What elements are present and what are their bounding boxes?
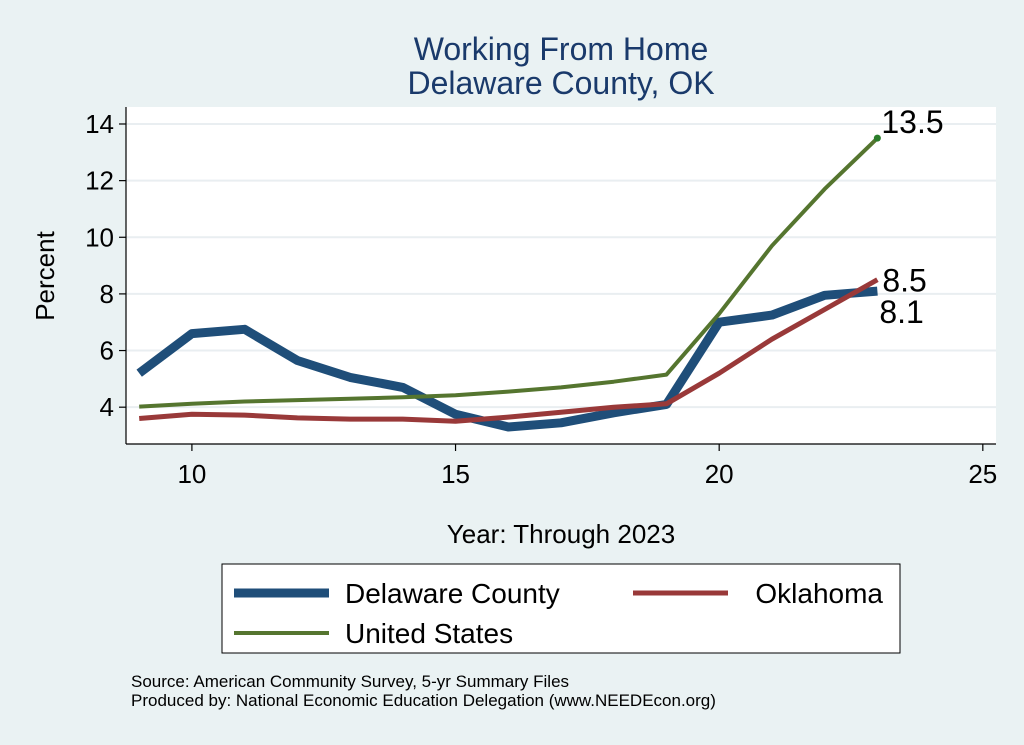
series-line-oklahoma <box>139 277 879 424</box>
legend-label-united-states: United States <box>345 618 513 649</box>
x-tick-label: 15 <box>441 459 470 489</box>
axes: 4 6 8 10 12 14 10 15 20 25 <box>85 107 997 489</box>
legend-label-delaware-county: Delaware County <box>345 578 560 609</box>
series-end-marker <box>873 134 881 142</box>
series-lines <box>136 134 881 432</box>
chart-title: Working From Home <box>414 31 709 67</box>
y-tick-label: 12 <box>85 166 114 196</box>
end-label-delaware-county: 8.1 <box>879 294 923 330</box>
series-line-united-states <box>139 136 879 409</box>
legend-box <box>221 563 901 654</box>
series-line-delaware-county <box>136 286 878 432</box>
grid-lines <box>126 122 996 409</box>
x-tick-label: 10 <box>177 459 206 489</box>
y-tick-label: 14 <box>85 109 114 139</box>
end-label-oklahoma: 8.5 <box>882 263 926 299</box>
source-notes: Source: American Community Survey, 5-yr … <box>131 672 716 710</box>
source-note: Source: American Community Survey, 5-yr … <box>131 672 570 691</box>
chart-subtitle: Delaware County, OK <box>407 65 714 101</box>
legend: Delaware County Oklahoma United States <box>221 563 901 654</box>
y-tick-label: 4 <box>100 392 114 422</box>
x-tick-label: 25 <box>968 459 997 489</box>
x-axis-label: Year: Through 2023 <box>447 519 675 549</box>
plot-area <box>126 107 996 444</box>
produced-by-note: Produced by: National Economic Education… <box>131 691 716 710</box>
y-tick-label: 10 <box>85 222 114 252</box>
end-label-united-states: 13.5 <box>881 104 943 140</box>
y-tick-label: 8 <box>100 279 114 309</box>
legend-label-oklahoma: Oklahoma <box>755 578 883 609</box>
y-tick-label: 6 <box>100 336 114 366</box>
y-axis-label: Percent <box>30 230 60 320</box>
x-tick-label: 20 <box>705 459 734 489</box>
end-labels: 8.18.5 13.5 <box>879 104 943 330</box>
